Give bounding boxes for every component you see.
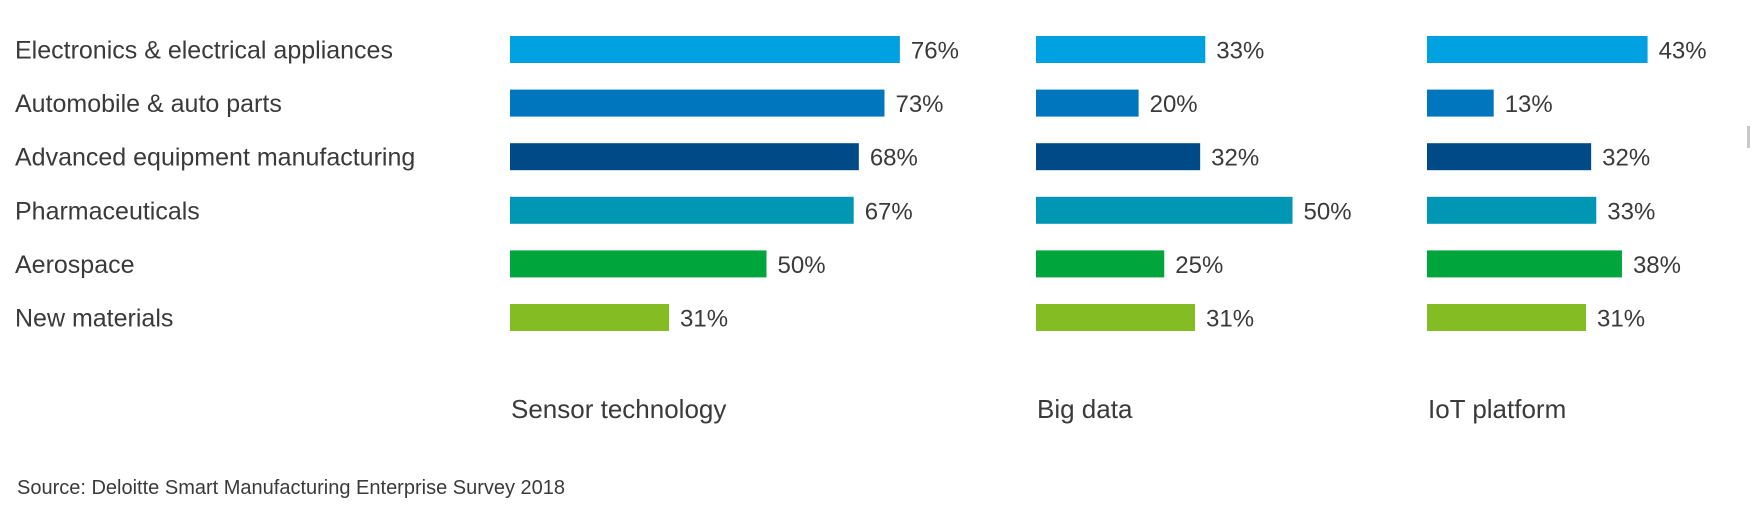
panel-sensor-technology: 76% 73% 68% 67% 50% 31% Sensor technology: [510, 36, 959, 424]
bar-iot-platform-pharmaceuticals: [1427, 196, 1597, 224]
data-label-sensor-technology-electronics-and-electrical-appliances: 76%: [911, 38, 959, 65]
category-labels: Electronics & electrical appliances Autom…: [15, 37, 415, 333]
data-label-big-data-electronics-and-electrical-appliances: 33%: [1216, 38, 1264, 65]
data-label-sensor-technology-aerospace: 50%: [778, 252, 826, 279]
bar-sensor-technology-electronics-and-electrical-appliances: [510, 36, 900, 63]
bar-sensor-technology-pharmaceuticals: [510, 196, 854, 224]
data-label-sensor-technology-automobile-and-auto-parts: 73%: [895, 91, 943, 118]
category-label-new-materials: New materials: [15, 305, 173, 333]
data-label-big-data-pharmaceuticals: 50%: [1304, 198, 1352, 225]
scrollbar-thumb: [1747, 126, 1750, 148]
bar-big-data-automobile-and-auto-parts: [1036, 89, 1139, 117]
bar-big-data-new-materials: [1036, 304, 1196, 331]
data-label-big-data-aerospace: 25%: [1175, 252, 1223, 279]
panel-big-data: 33% 20% 32% 50% 25% 31% Big data: [1036, 36, 1352, 424]
data-label-sensor-technology-advanced-equipment-manufacturing: 68%: [870, 145, 918, 172]
data-label-iot-platform-automobile-and-auto-parts: 13%: [1505, 91, 1553, 118]
bar-iot-platform-aerospace: [1427, 250, 1622, 278]
data-label-iot-platform-electronics-and-electrical-appliances: 43%: [1659, 38, 1707, 65]
data-label-iot-platform-aerospace: 38%: [1633, 252, 1681, 279]
bar-big-data-electronics-and-electrical-appliances: [1036, 36, 1206, 63]
bar-sensor-technology-advanced-equipment-manufacturing: [510, 143, 859, 171]
bar-sensor-technology-automobile-and-auto-parts: [510, 89, 885, 117]
bar-big-data-pharmaceuticals: [1036, 196, 1293, 224]
data-label-iot-platform-pharmaceuticals: 33%: [1607, 198, 1655, 225]
chart-panels: 76% 73% 68% 67% 50% 31% Sensor technology 33% 20…: [510, 36, 1707, 424]
data-label-big-data-advanced-equipment-manufacturing: 32%: [1211, 145, 1259, 172]
category-label-aerospace: Aerospace: [15, 251, 135, 279]
data-label-big-data-automobile-and-auto-parts: 20%: [1150, 91, 1198, 118]
category-label-pharmaceuticals: Pharmaceuticals: [15, 197, 200, 225]
data-label-sensor-technology-pharmaceuticals: 67%: [865, 198, 913, 225]
category-label-advanced-equipment-manufacturing: Advanced equipment manufacturing: [15, 144, 415, 172]
bar-iot-platform-new-materials: [1427, 304, 1587, 331]
data-label-iot-platform-advanced-equipment-manufacturing: 32%: [1602, 145, 1650, 172]
data-label-big-data-new-materials: 31%: [1206, 306, 1254, 333]
small-multiples-bar-chart: Electronics & electrical appliances Autom…: [15, 36, 1707, 424]
bar-sensor-technology-aerospace: [510, 250, 767, 278]
panel-label-sensor-technology: Sensor technology: [511, 394, 726, 424]
bar-big-data-advanced-equipment-manufacturing: [1036, 143, 1201, 171]
data-label-iot-platform-new-materials: 31%: [1597, 306, 1645, 333]
panel-label-big-data: Big data: [1037, 394, 1133, 424]
bar-big-data-aerospace: [1036, 250, 1165, 278]
category-label-automobile-and-auto-parts: Automobile & auto parts: [15, 90, 282, 118]
data-label-sensor-technology-new-materials: 31%: [680, 306, 728, 333]
bar-iot-platform-automobile-and-auto-parts: [1427, 89, 1494, 117]
bar-iot-platform-electronics-and-electrical-appliances: [1427, 36, 1648, 63]
bar-sensor-technology-new-materials: [510, 304, 670, 331]
panel-label-iot-platform: IoT platform: [1428, 394, 1566, 424]
bar-iot-platform-advanced-equipment-manufacturing: [1427, 143, 1592, 171]
panel-iot-platform: 43% 13% 32% 33% 38% 31% IoT platform: [1427, 36, 1707, 424]
source-note: Source: Deloitte Smart Manufacturing Ent…: [17, 477, 566, 499]
category-label-electronics-and-electrical-appliances: Electronics & electrical appliances: [15, 37, 393, 65]
